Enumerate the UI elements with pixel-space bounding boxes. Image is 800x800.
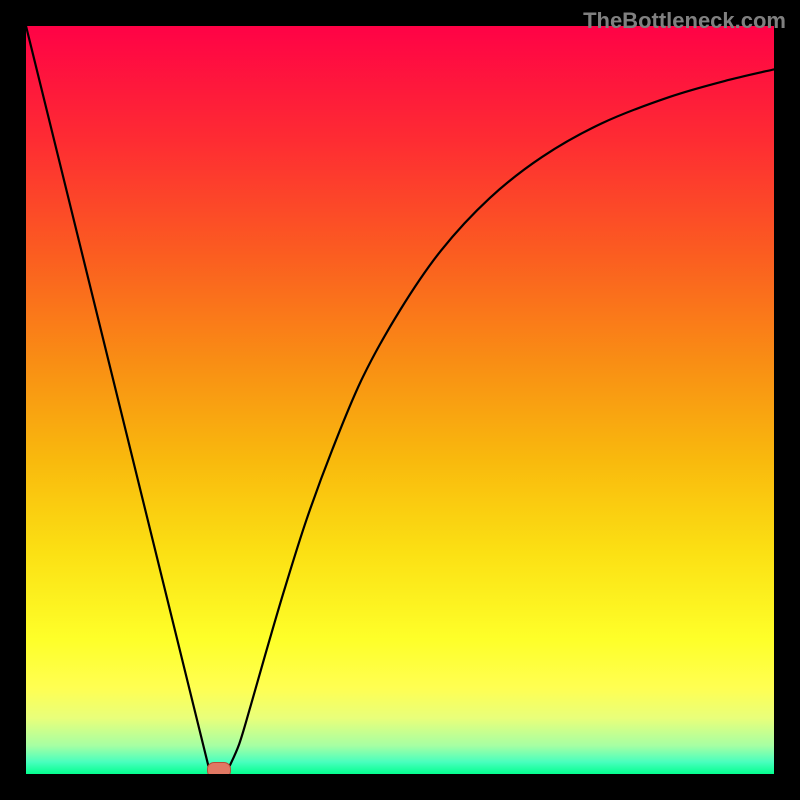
plot-area [26, 26, 774, 774]
chart-frame: TheBottleneck.com [0, 0, 800, 800]
bottleneck-curve [26, 26, 774, 770]
bottleneck-marker [207, 762, 231, 775]
curve-layer [26, 26, 774, 774]
